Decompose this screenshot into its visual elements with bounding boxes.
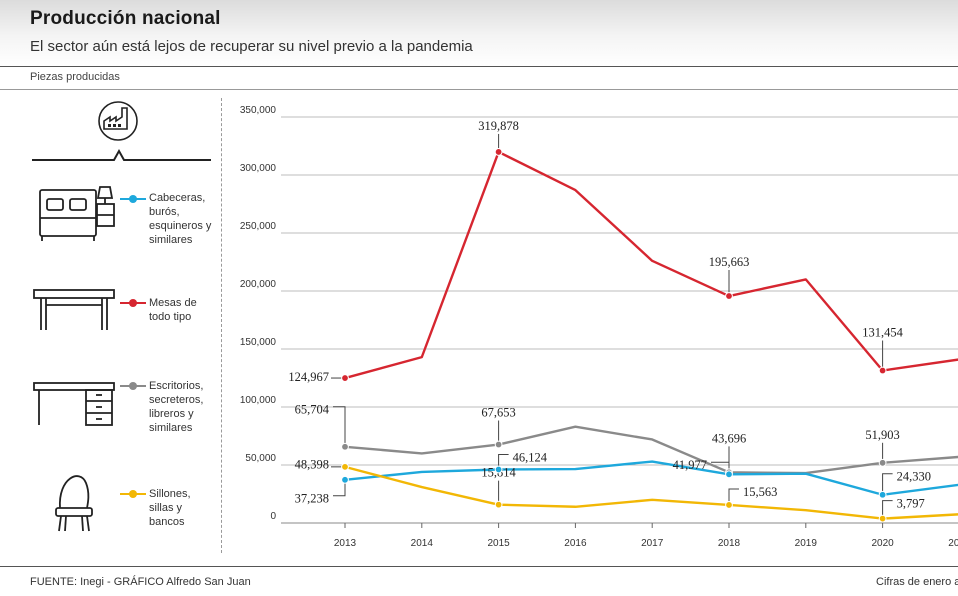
legend-label-escritorios: Escritorios, secreteros, libreros y simi… — [149, 380, 204, 434]
panel-separator — [221, 98, 222, 553]
data-point — [725, 501, 733, 509]
data-label: 124,967 — [288, 370, 329, 384]
leader-line — [882, 473, 893, 495]
legend-icons — [32, 101, 211, 532]
data-point — [878, 514, 887, 523]
data-point — [494, 148, 503, 156]
data-label: 43,696 — [712, 431, 746, 445]
y-tick-label: 50,000 — [245, 453, 276, 464]
x-tick-label: 2021 — [948, 538, 958, 549]
data-point — [341, 374, 349, 382]
legend-swatch-escritorios — [120, 381, 146, 391]
data-point — [878, 366, 887, 375]
legend-label-cabeceras: Cabeceras, burós, esquineros y similares — [149, 192, 212, 246]
units-divider — [0, 89, 958, 90]
leader-line — [882, 500, 893, 519]
legend-label-sillones: Sillones, sillas y bancos — [149, 488, 191, 528]
data-point — [341, 462, 349, 471]
data-label: 51,903 — [865, 428, 899, 442]
x-tick-label: 2015 — [487, 538, 510, 549]
data-point — [494, 500, 503, 509]
bed-icon — [39, 186, 115, 241]
legend-divider — [32, 148, 211, 161]
y-tick-label: 250,000 — [240, 221, 277, 232]
units-label: Piezas producidas — [30, 71, 120, 83]
leader-line — [728, 488, 739, 505]
leader-line — [333, 406, 346, 447]
data-point — [494, 440, 503, 449]
x-tick-label: 2014 — [411, 538, 434, 549]
top-divider — [0, 66, 958, 67]
x-tick-label: 2019 — [795, 538, 818, 549]
series-line — [344, 465, 958, 520]
leader-line — [498, 453, 509, 470]
data-point — [341, 475, 349, 484]
data-label: 37,238 — [295, 492, 329, 506]
data-point — [725, 292, 733, 300]
data-label: 46,124 — [513, 450, 548, 464]
header-band — [0, 0, 958, 66]
y-tick-label: 300,000 — [240, 163, 277, 174]
factory-icon — [98, 101, 138, 141]
x-tick-label: 2013 — [334, 538, 357, 549]
y-tick-label: 150,000 — [240, 337, 277, 348]
legend-label-mesas: Mesas de todo tipo — [149, 297, 197, 323]
source-credit: FUENTE: Inegi - GRÁFICO Alfredo San Juan — [30, 576, 251, 588]
data-point — [878, 458, 887, 467]
data-label: 131,454 — [862, 326, 903, 340]
x-tick-label: 2016 — [564, 538, 587, 549]
data-label: 3,797 — [897, 496, 925, 510]
page-subtitle: El sector aún está lejos de recuperar su… — [30, 38, 473, 55]
table-icon — [33, 289, 115, 330]
y-tick-label: 200,000 — [240, 279, 277, 290]
data-label: 195,663 — [709, 255, 750, 269]
data-label: 67,653 — [481, 406, 515, 420]
x-tick-label: 2017 — [641, 538, 664, 549]
data-point — [725, 470, 733, 479]
data-point — [878, 490, 887, 499]
footer-note: Cifras de enero a — [876, 576, 958, 588]
x-tick-label: 2020 — [871, 538, 894, 549]
data-point — [341, 442, 349, 451]
data-label: 15,563 — [743, 485, 777, 499]
y-tick-label: 100,000 — [240, 395, 277, 406]
y-tick-label: 350,000 — [240, 105, 277, 116]
leader-line — [333, 479, 346, 497]
data-label: 65,704 — [295, 403, 330, 417]
data-label: 41,977 — [673, 458, 707, 472]
y-tick-label: 0 — [270, 511, 276, 522]
series-line — [344, 425, 958, 475]
legend-swatch-mesas — [120, 298, 146, 308]
desk-icon — [33, 382, 115, 426]
data-label: 319,878 — [478, 119, 519, 133]
x-tick-label: 2018 — [718, 538, 741, 549]
page-title: Producción nacional — [30, 8, 221, 29]
legend-swatch-sillones — [120, 489, 146, 499]
series-line — [344, 460, 958, 496]
series-line — [344, 150, 958, 380]
footer-divider — [0, 566, 958, 567]
data-label: 48,398 — [295, 458, 329, 472]
chair-icon — [55, 475, 93, 532]
data-label: 24,330 — [897, 470, 931, 484]
legend-swatch-cabeceras — [120, 194, 146, 204]
data-point — [494, 465, 503, 474]
